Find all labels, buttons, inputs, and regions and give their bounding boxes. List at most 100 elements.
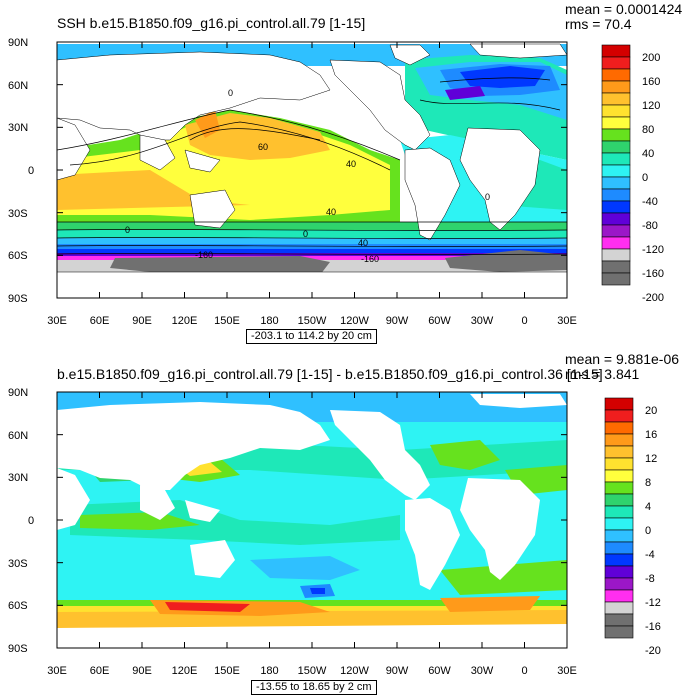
- top-colorbar-box: [601, 188, 631, 202]
- top-lon-label: 150W: [297, 315, 327, 327]
- top-range-box: -203.1 to 114.2 by 20 cm: [246, 329, 377, 344]
- bottom-colorbar-label: 16: [645, 429, 657, 441]
- bottom-colorbar-label: -4: [645, 549, 655, 561]
- top-colorbar-label: -200: [642, 292, 664, 304]
- top-rms-value: rms = 70.4: [565, 16, 632, 32]
- top-axis-ticks: [56, 41, 568, 299]
- bottom-lon-label: 90W: [385, 665, 409, 677]
- bottom-colorbar-box: [604, 445, 634, 459]
- bottom-colorbar-label: -12: [645, 597, 661, 609]
- top-lon-label: 90E: [132, 315, 152, 327]
- top-colorbar-box: [601, 140, 631, 154]
- top-lon-label: 0: [521, 315, 528, 327]
- bottom-colorbar-label: 20: [645, 405, 657, 417]
- bottom-colorbar: 20 16 12 8 4 0 -4 -8 -12 -16 -20: [604, 397, 661, 657]
- top-colorbar-box: [601, 224, 631, 238]
- bottom-colorbar-box: [604, 541, 634, 555]
- top-colorbar-label: 120: [642, 100, 660, 112]
- bottom-lon-label: 180: [260, 665, 279, 677]
- top-colorbar-box: [601, 128, 631, 142]
- bottom-axis-ticks: [56, 391, 568, 649]
- bottom-colorbar-box: [604, 421, 634, 435]
- top-contour-label: 0: [125, 225, 130, 235]
- bottom-colorbar-box: [604, 613, 634, 627]
- top-colorbar-box: [601, 104, 631, 118]
- bottom-colorbar-box: [604, 433, 634, 447]
- lat-label: 60S: [8, 250, 28, 262]
- bottom-colorbar-label: 4: [645, 501, 651, 513]
- lat-label: 0: [28, 515, 35, 527]
- lat-label: 30S: [8, 208, 28, 220]
- bottom-rms-value: rms = 3.841: [565, 366, 640, 382]
- bottom-continents: [57, 394, 567, 648]
- top-colorbar: 200 160 120 80 40 0 -40 -80 -120 -160 -200: [601, 44, 664, 304]
- bottom-range-box: -13.55 to 18.65 by 2 cm: [251, 680, 377, 695]
- top-lon-label: 30E: [47, 315, 67, 327]
- bottom-lon-label: 0: [521, 665, 528, 677]
- lat-label: 90N: [8, 387, 29, 399]
- bottom-lon-label: 30E: [47, 665, 67, 677]
- lat-label: 60N: [8, 430, 29, 442]
- top-mean-value: mean = 0.0001424: [565, 1, 683, 17]
- top-colorbar-box: [601, 272, 631, 286]
- bottom-colorbar-box: [604, 625, 634, 639]
- top-colorbar-box: [601, 80, 631, 94]
- top-colorbar-box: [601, 164, 631, 178]
- top-colorbar-box: [601, 44, 631, 58]
- bottom-lon-label: 150W: [297, 665, 327, 677]
- bottom-colorbar-box: [604, 505, 634, 519]
- bottom-colorbar-label: -8: [645, 573, 655, 585]
- bottom-colorbar-label: 0: [645, 525, 651, 537]
- top-colorbar-box: [601, 260, 631, 274]
- top-colorbar-box: [601, 116, 631, 130]
- bottom-colorbar-label: 12: [645, 453, 657, 465]
- lat-label: 90S: [8, 643, 28, 655]
- top-colorbar-box: [601, 236, 631, 250]
- bottom-lon-label: 150E: [214, 665, 240, 677]
- lat-label: 90S: [8, 293, 28, 305]
- top-colorbar-box: [601, 92, 631, 106]
- top-lon-label: 60W: [428, 315, 451, 327]
- top-colorbar-box: [601, 68, 631, 82]
- top-lon-label: 60E: [89, 315, 110, 327]
- bottom-colorbar-box: [604, 577, 634, 591]
- lat-label: 0: [28, 165, 35, 177]
- lat-label: 30N: [8, 122, 29, 134]
- bottom-colorbar-box: [604, 565, 634, 579]
- bottom-colorbar-label: -16: [645, 621, 661, 633]
- top-colorbar-label: -120: [642, 244, 664, 256]
- top-colorbar-label: 160: [642, 76, 660, 88]
- top-lon-label: 90W: [385, 315, 409, 327]
- bottom-lon-label: 120W: [340, 665, 369, 677]
- top-lon-label: 30W: [470, 315, 494, 327]
- top-contour-label: 0: [303, 229, 308, 239]
- top-continents: [57, 43, 567, 298]
- bottom-colorbar-box: [604, 517, 634, 531]
- top-colorbar-box: [601, 176, 631, 190]
- top-colorbar-box: [601, 212, 631, 226]
- top-colorbar-label: 40: [642, 148, 654, 160]
- top-colorbar-label: 0: [642, 172, 648, 184]
- top-contour-label: -160: [195, 250, 213, 260]
- top-contour-label: 60: [258, 142, 268, 152]
- bottom-lon-label: 90E: [132, 665, 152, 677]
- top-colorbar-label: -80: [642, 220, 658, 232]
- bottom-lon-label: 30W: [470, 665, 494, 677]
- lat-label: 90N: [8, 37, 29, 49]
- bottom-lon-label: 60E: [89, 665, 110, 677]
- top-lon-label: 120W: [340, 315, 369, 327]
- bottom-colorbar-box: [604, 589, 634, 603]
- lat-label: 60N: [8, 80, 29, 92]
- top-contour-label: 40: [358, 238, 368, 248]
- top-lon-label: 30E: [557, 315, 577, 327]
- top-colorbar-box: [601, 56, 631, 70]
- bottom-colorbar-box: [604, 601, 634, 615]
- top-contour-label: -160: [361, 254, 379, 264]
- bottom-lon-label: 30E: [557, 665, 577, 677]
- bottom-colorbar-label: -20: [645, 645, 661, 657]
- top-colorbar-label: -40: [642, 196, 658, 208]
- top-contour-label: 40: [346, 159, 356, 169]
- top-colorbar-label: -160: [642, 268, 664, 280]
- bottom-colorbar-box: [604, 493, 634, 507]
